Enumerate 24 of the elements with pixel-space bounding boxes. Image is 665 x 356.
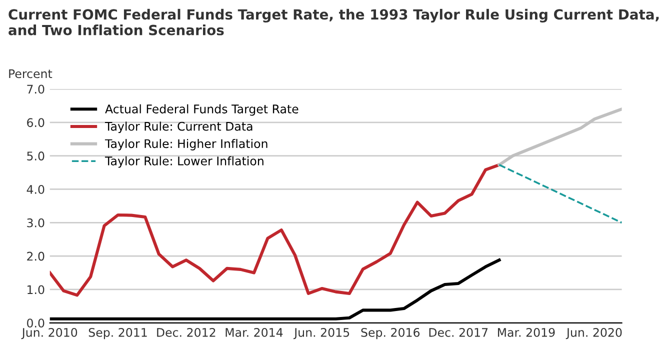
x-tick-label: Sep. 2011: [88, 328, 147, 340]
x-tick-label: Mar. 2019: [498, 328, 555, 337]
y-axis-title: Percent: [9, 69, 52, 78]
y-tick-label: 0.0: [27, 318, 44, 328]
chart-title: Current FOMC Federal Funds Target Rate, the 1993 Taylor Rule Using Current Data, and Two Inflation Scenarios: [8, 8, 659, 36]
legend-label: Actual Federal Funds Target Rate: [105, 104, 298, 116]
y-tick-label: 1.0: [28, 285, 44, 294]
legend-label: Taylor Rule: Lower Inflation: [104, 156, 264, 168]
line-series: [50, 258, 501, 320]
x-tick-label: Jun. 2015: [294, 328, 350, 340]
x-tick-label: Sep. 2016: [361, 328, 420, 340]
x-tick-label: Mar. 2014: [226, 328, 283, 337]
y-tick-label: 7.0: [27, 84, 44, 94]
y-tick-label: 3.0: [27, 218, 44, 228]
x-tick-label: Jun. 2020: [566, 328, 622, 340]
legend-label: Taylor Rule: Higher Inflation: [104, 138, 268, 150]
legend-label: Taylor Rule: Current Data: [104, 122, 252, 134]
y-tick-label: 5.0: [27, 152, 44, 160]
y-tick-label: 6.0: [27, 118, 44, 128]
x-tick-label: Dec. 2012: [157, 328, 216, 337]
x-tick-label: Dec. 2017: [429, 328, 488, 337]
y-tick-label: 4.0: [26, 184, 44, 194]
x-tick-label: Jun. 2010: [21, 328, 78, 340]
y-tick-label: 2.0: [27, 252, 44, 261]
